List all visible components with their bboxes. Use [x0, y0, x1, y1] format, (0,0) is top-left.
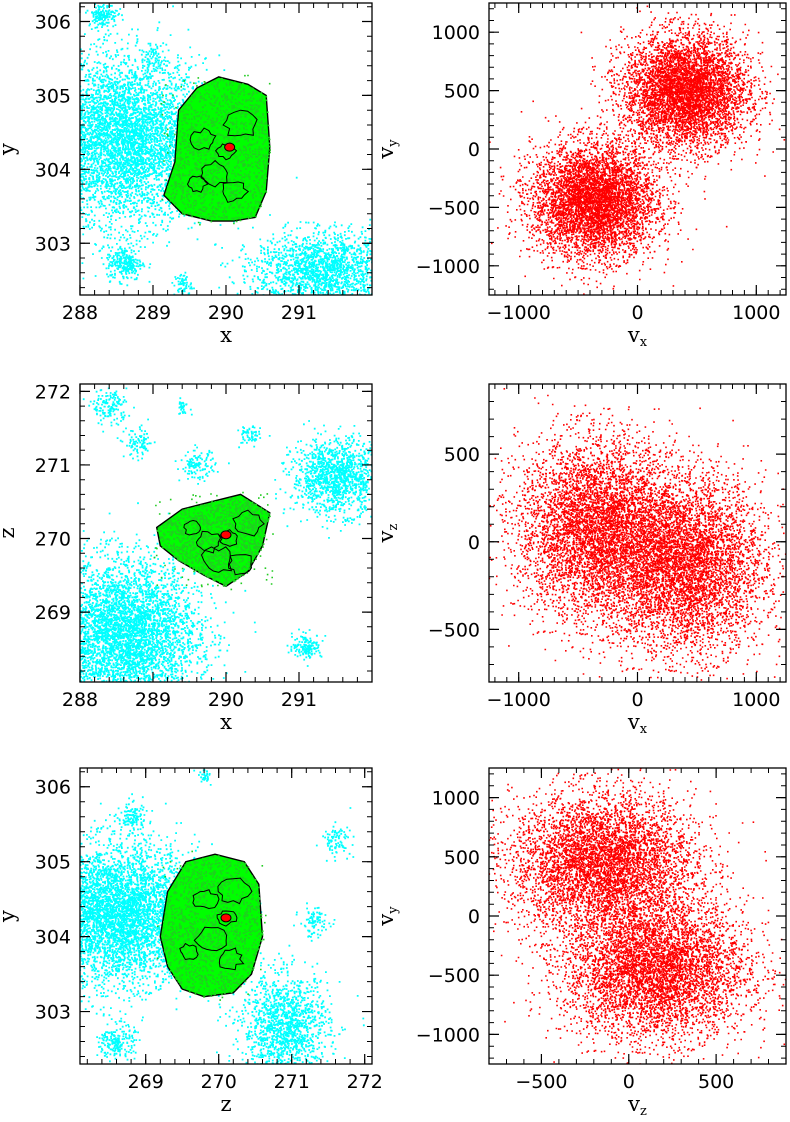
- y-tick-label: −500: [428, 965, 480, 987]
- panel-xz-pos: 288 289 290 291 269 270 271 272 x z: [0, 381, 431, 760]
- x-tick-label: 288: [62, 302, 98, 324]
- x-tick-label: 271: [274, 1071, 310, 1093]
- y-axis-label-subscript: y: [386, 139, 401, 148]
- y-tick-label: −500: [428, 197, 480, 219]
- y-axis-label: vy: [374, 139, 401, 160]
- x-tick-label: 500: [698, 1071, 734, 1093]
- y-tick-label: 500: [444, 847, 480, 869]
- panel-vxvz-vel: −1000 0 1000 −500 0 500 vx vz: [374, 340, 790, 737]
- y-tick-label: 304: [35, 159, 71, 181]
- y-tick-label: −1000: [416, 256, 480, 278]
- x-axis-label: z: [220, 1092, 231, 1116]
- plot-area: [463, 340, 790, 714]
- x-axis-label: x: [220, 323, 232, 347]
- x-tick-label: 288: [62, 689, 98, 711]
- density-peak: [225, 143, 235, 151]
- background-clump-5: [316, 807, 355, 862]
- y-tick-label: 270: [35, 529, 71, 551]
- y-tick-label: 305: [35, 85, 71, 107]
- y-axis-label: z: [0, 527, 19, 538]
- y-tick-label: 306: [35, 11, 71, 33]
- y-tick-label: 304: [35, 927, 71, 949]
- y-tick-label: 271: [35, 455, 71, 477]
- density-peak: [221, 531, 231, 539]
- y-tick-label: 500: [444, 444, 480, 466]
- x-tick-label: 0: [631, 302, 643, 324]
- y-axis-label: y: [0, 143, 19, 156]
- background-clump-8: [178, 397, 192, 415]
- background-clump-3: [94, 243, 150, 286]
- x-tick-label: 291: [281, 689, 317, 711]
- y-axis-label: y: [0, 910, 19, 923]
- x-tick-label: −500: [515, 1071, 567, 1093]
- y-tick-label: 303: [35, 1002, 71, 1024]
- y-tick-label: 269: [35, 602, 71, 624]
- panel-xy-pos: 288 289 290 291 303 304 305 306 x y: [0, 0, 431, 347]
- background-clump-7: [198, 769, 212, 786]
- x-axis-label: vx: [627, 710, 648, 737]
- x-tick-label: 290: [208, 302, 244, 324]
- x-axis-label-subscript: z: [640, 1104, 647, 1119]
- x-tick-label: 289: [135, 302, 171, 324]
- y-axis-label: vy: [374, 906, 401, 927]
- y-tick-label: 500: [444, 81, 480, 103]
- x-axis-label: vx: [627, 323, 648, 350]
- x-tick-label: 0: [631, 689, 643, 711]
- background-clump-5: [175, 444, 230, 485]
- panel-vzvy-vel: −500 0 500 −1000 −500 0 500 1000 vz vy: [374, 716, 790, 1119]
- x-axis-label-subscript: x: [640, 335, 648, 350]
- y-tick-label: −1000: [416, 1024, 480, 1046]
- y-tick-label: 0: [468, 906, 480, 928]
- y-tick-label: −500: [428, 619, 480, 641]
- background-clump-4: [85, 0, 124, 32]
- panel-zy-pos: 269 270 271 272 303 304 305 306 z y: [0, 768, 383, 1117]
- background-clump-6: [293, 902, 335, 938]
- x-tick-label: 291: [281, 302, 317, 324]
- plot-area: [449, 716, 790, 1087]
- y-tick-label: 306: [35, 777, 71, 799]
- x-tick-label: −1000: [487, 689, 551, 711]
- scatter-series-1: [449, 716, 790, 981]
- x-axis-label: vz: [627, 1092, 647, 1119]
- background-clump-6: [117, 419, 156, 462]
- y-tick-label: 1000: [432, 22, 480, 44]
- y-tick-label: 272: [35, 381, 71, 403]
- x-axis-label-subscript: x: [640, 722, 648, 737]
- panel-vxvy-vel: −1000 0 1000 −1000 −500 0 500 1000 vx vy: [374, 0, 790, 350]
- x-tick-label: 269: [128, 1071, 164, 1093]
- y-tick-label: 303: [35, 233, 71, 255]
- background-clump-3: [287, 629, 327, 667]
- x-tick-label: 270: [201, 1071, 237, 1093]
- background-clump-6: [171, 272, 195, 297]
- y-tick-label: 1000: [432, 788, 480, 810]
- y-tick-label: 305: [35, 852, 71, 874]
- x-tick-label: 0: [623, 1071, 635, 1093]
- x-tick-label: −1000: [487, 302, 551, 324]
- background-clump-4: [83, 383, 135, 433]
- background-clump-2: [274, 420, 431, 539]
- density-peak: [221, 914, 231, 922]
- y-axis-label-subscript: y: [386, 906, 401, 915]
- y-axis-label-subscript: z: [386, 523, 401, 530]
- y-tick-label: 0: [468, 532, 480, 554]
- x-tick-label: 289: [135, 689, 171, 711]
- background-clump-3: [96, 1013, 141, 1069]
- x-tick-label: 290: [208, 689, 244, 711]
- y-tick-label: 0: [468, 139, 480, 161]
- x-tick-label: 272: [347, 1071, 383, 1093]
- scatter-series-2: [552, 377, 790, 715]
- background-clump-7: [237, 425, 270, 448]
- y-axis-label: vz: [374, 523, 401, 543]
- plot-area: [489, 0, 790, 297]
- x-tick-label: 1000: [732, 689, 780, 711]
- x-axis-label: x: [220, 710, 232, 734]
- x-tick-label: 1000: [732, 302, 780, 324]
